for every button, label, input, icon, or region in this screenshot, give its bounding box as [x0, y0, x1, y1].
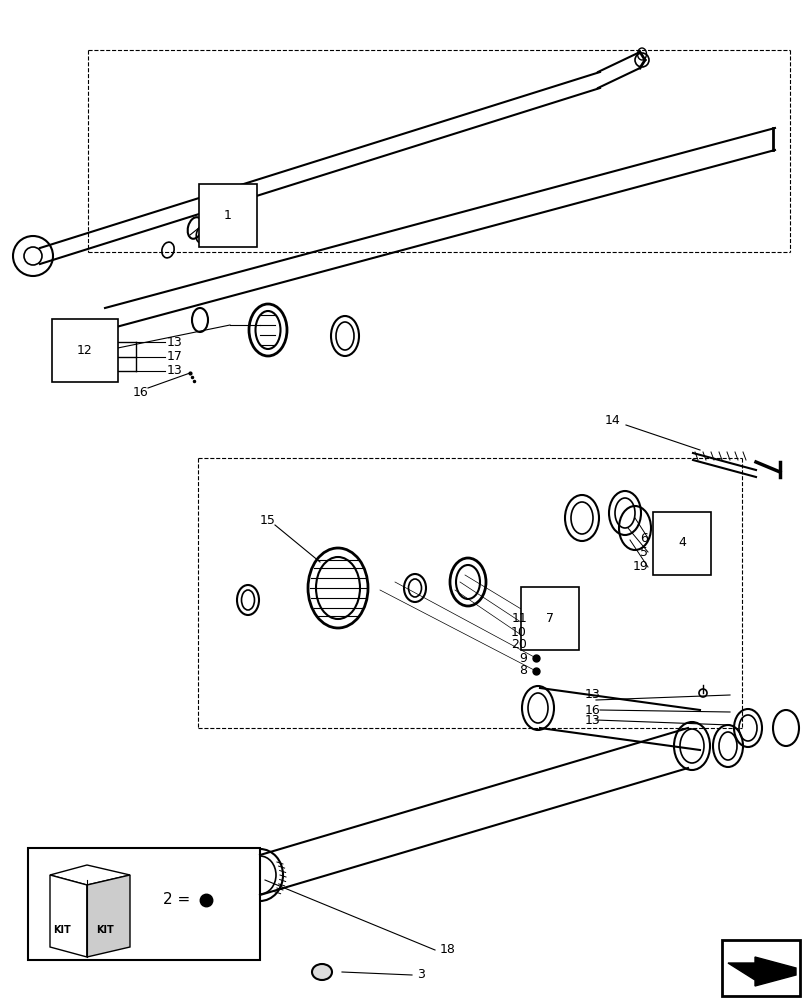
Text: 16: 16 — [584, 704, 599, 716]
Text: 1: 1 — [224, 209, 232, 222]
Text: 13: 13 — [167, 364, 182, 377]
Text: 3: 3 — [417, 968, 424, 981]
Text: 6: 6 — [639, 532, 647, 544]
Text: 17: 17 — [167, 351, 182, 363]
Text: 8: 8 — [518, 664, 526, 678]
Text: 9: 9 — [518, 652, 526, 664]
Text: 13: 13 — [584, 688, 599, 702]
Text: 20: 20 — [510, 638, 526, 652]
Text: 4: 4 — [677, 536, 685, 550]
Text: 15: 15 — [260, 514, 276, 526]
Text: 12: 12 — [77, 344, 92, 357]
Text: 7: 7 — [545, 611, 553, 624]
Bar — [721, 940, 799, 996]
Text: 11: 11 — [511, 611, 526, 624]
Text: 16: 16 — [133, 386, 148, 399]
Text: 10: 10 — [510, 626, 526, 638]
Text: 13: 13 — [584, 713, 599, 726]
Text: KIT: KIT — [53, 925, 71, 935]
Bar — [28, 848, 260, 960]
Polygon shape — [50, 875, 87, 957]
Ellipse shape — [311, 964, 332, 980]
Polygon shape — [87, 875, 130, 957]
Text: 5: 5 — [639, 546, 647, 558]
Text: 14: 14 — [603, 414, 620, 426]
Text: 19: 19 — [632, 560, 647, 574]
Text: KIT: KIT — [96, 925, 114, 935]
Polygon shape — [727, 957, 795, 986]
Polygon shape — [50, 865, 130, 885]
Text: 13: 13 — [167, 336, 182, 349]
Text: 2 =: 2 = — [163, 892, 190, 908]
Text: 18: 18 — [440, 943, 455, 956]
